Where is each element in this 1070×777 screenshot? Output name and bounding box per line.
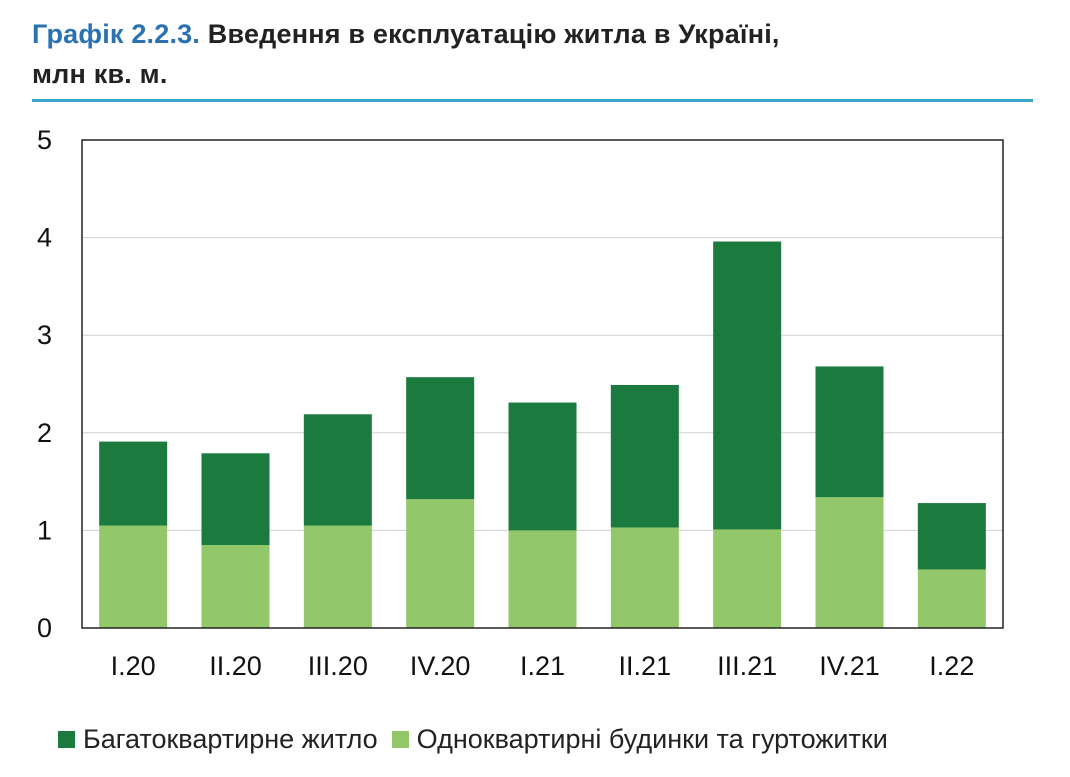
bar-segment-single-family (917, 569, 986, 628)
title-prefix: Графік 2.2.3. (32, 19, 201, 49)
title-divider (32, 99, 1033, 102)
bar-segment-single-family (406, 499, 475, 628)
x-tick-label: I.21 (520, 651, 565, 681)
legend-swatch-multi-apartment (58, 731, 75, 748)
legend-label-multi-apartment: Багатоквартирне житло (83, 724, 378, 754)
x-tick-label: II.21 (619, 651, 672, 681)
bar-segment-multi-apartment (303, 414, 372, 526)
y-tick-label: 5 (37, 125, 52, 155)
plot-frame (81, 139, 1004, 629)
x-tick-label: III.21 (717, 651, 777, 681)
bar-segment-multi-apartment (713, 241, 782, 530)
bar-segment-multi-apartment (99, 441, 168, 526)
bar-segment-single-family (713, 529, 782, 628)
y-tick-label: 3 (37, 320, 52, 350)
bar-segment-single-family (610, 527, 679, 628)
title-main: Введення в експлуатацію житла в Україні, (207, 19, 780, 49)
y-tick-label: 2 (37, 418, 52, 448)
title-line-1: Графік 2.2.3. Введення в експлуатацію жи… (32, 14, 1032, 54)
bar-segment-single-family (815, 497, 884, 628)
legend-item-single-family: Одноквартирні будинки та гуртожитки (391, 724, 888, 755)
y-tick-label: 4 (37, 223, 52, 253)
y-tick-label: 0 (37, 613, 52, 643)
legend-label-single-family: Одноквартирні будинки та гуртожитки (416, 724, 888, 754)
bar-segment-single-family (303, 525, 372, 628)
x-tick-label: I.22 (929, 651, 974, 681)
bar-segment-single-family (99, 525, 168, 628)
stacked-bar-chart: 0 1 2 3 4 5 I.20 II.20 III.20 IV.20 I.21 II.21 III.2… (37, 125, 1004, 681)
title-unit: млн кв. м. (32, 59, 168, 89)
bar-segment-multi-apartment (815, 366, 884, 498)
bar-segment-single-family (508, 530, 577, 628)
bar-segment-multi-apartment (201, 453, 270, 546)
x-tick-label: II.20 (209, 651, 262, 681)
legend: Багатоквартирне житло Одноквартирні буди… (58, 724, 902, 755)
x-tick-label: I.20 (111, 651, 156, 681)
x-tick-label: IV.20 (410, 651, 471, 681)
bar-segment-multi-apartment (508, 402, 577, 531)
legend-item-multi-apartment: Багатоквартирне житло (58, 724, 378, 755)
x-tick-label: IV.21 (819, 651, 880, 681)
chart-title: Графік 2.2.3. Введення в експлуатацію жи… (32, 14, 1032, 94)
y-tick-label: 1 (37, 515, 52, 545)
bar-segment-single-family (201, 545, 270, 628)
bar-segment-multi-apartment (917, 503, 986, 570)
bar-segment-multi-apartment (610, 384, 679, 528)
x-tick-label: III.20 (308, 651, 368, 681)
legend-swatch-single-family (391, 731, 409, 748)
bar-segment-multi-apartment (406, 377, 475, 500)
